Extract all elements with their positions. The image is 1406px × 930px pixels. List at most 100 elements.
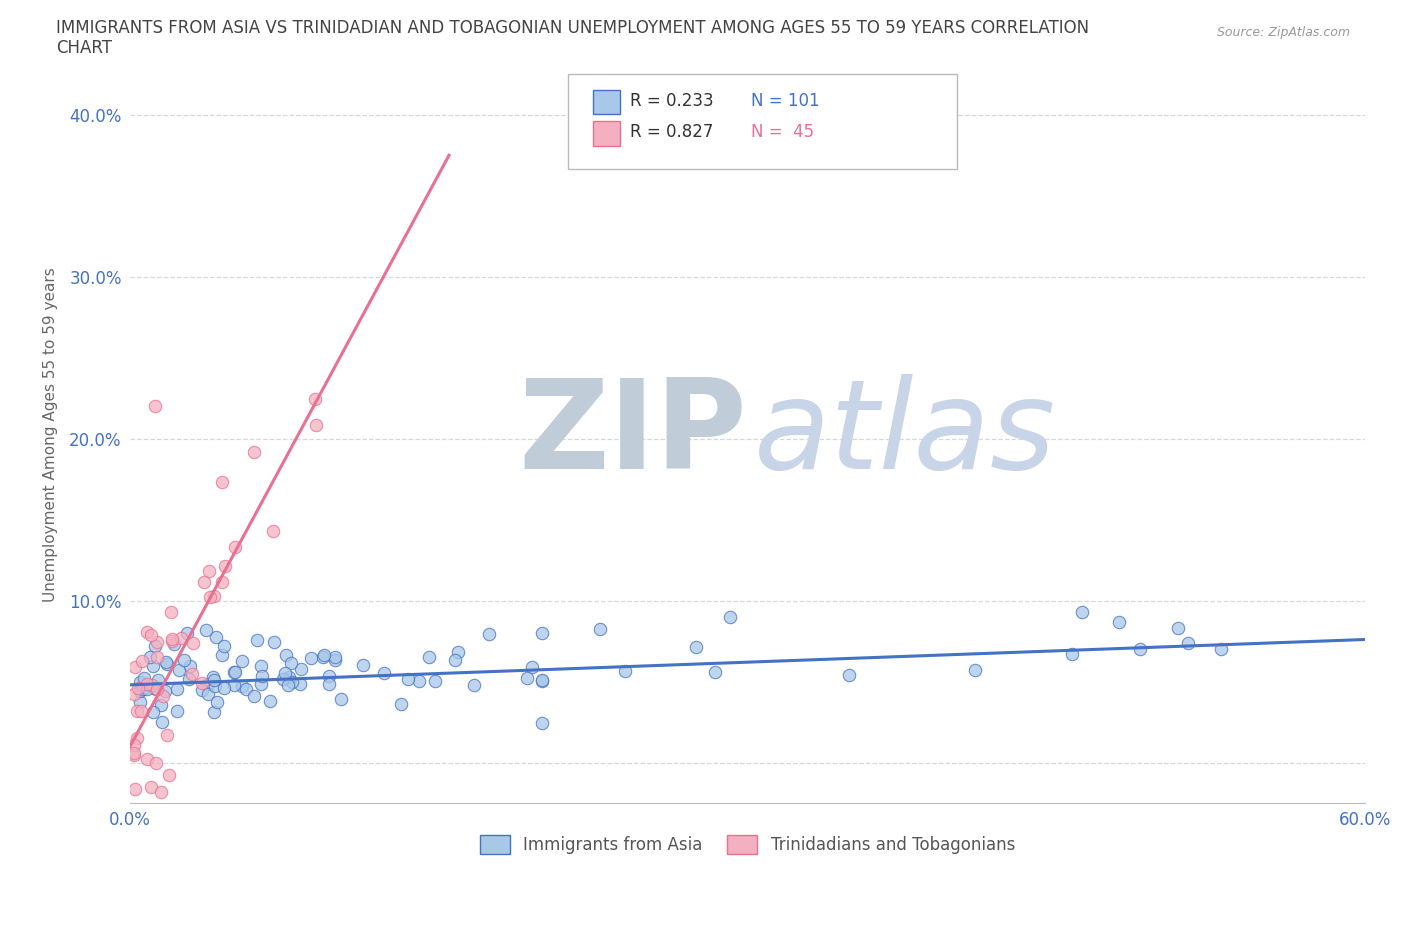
Point xyxy=(1108,615,1130,630)
Point xyxy=(250,676,273,691)
Point xyxy=(323,649,346,664)
Point xyxy=(1167,620,1189,635)
Point xyxy=(718,609,741,624)
Point xyxy=(204,679,226,694)
Point xyxy=(704,664,727,679)
Point xyxy=(318,677,340,692)
Point xyxy=(131,654,153,669)
Point xyxy=(305,418,328,432)
Text: CHART: CHART xyxy=(56,39,112,57)
Point xyxy=(274,666,297,681)
Point xyxy=(143,638,166,653)
Point xyxy=(142,658,165,673)
Point xyxy=(170,631,193,645)
Point xyxy=(423,673,446,688)
Point xyxy=(149,784,172,799)
Point xyxy=(190,676,212,691)
Point xyxy=(142,705,165,720)
Point xyxy=(136,624,159,639)
Point xyxy=(139,779,162,794)
FancyBboxPatch shape xyxy=(568,73,957,169)
Point xyxy=(271,671,294,686)
Point xyxy=(224,665,246,680)
Point xyxy=(1177,636,1199,651)
Point xyxy=(231,679,253,694)
Point xyxy=(418,650,440,665)
Point xyxy=(222,665,245,680)
Point xyxy=(211,648,233,663)
Point xyxy=(153,684,176,698)
Point xyxy=(242,445,264,459)
Point xyxy=(156,657,179,671)
Point xyxy=(152,689,174,704)
Point xyxy=(179,658,201,673)
Point xyxy=(124,659,146,674)
Point xyxy=(181,636,204,651)
Point xyxy=(177,671,200,686)
Point xyxy=(135,682,157,697)
Point xyxy=(516,671,538,685)
Point xyxy=(214,558,236,573)
Point xyxy=(205,695,228,710)
Point xyxy=(323,652,346,667)
Point xyxy=(132,671,155,685)
Point xyxy=(373,666,395,681)
Point xyxy=(160,604,183,619)
Point xyxy=(146,650,169,665)
Point xyxy=(243,688,266,703)
Point xyxy=(131,703,153,718)
Point xyxy=(176,626,198,641)
Point xyxy=(235,682,257,697)
Text: R = 0.827: R = 0.827 xyxy=(630,124,713,141)
Point xyxy=(280,675,302,690)
Point xyxy=(155,655,177,670)
Point xyxy=(530,626,553,641)
Point xyxy=(136,676,159,691)
Point xyxy=(408,673,430,688)
Point xyxy=(149,698,172,712)
Point xyxy=(312,649,335,664)
Point xyxy=(200,590,222,604)
Point xyxy=(211,475,233,490)
Point xyxy=(148,673,170,688)
Point xyxy=(180,667,202,682)
Point xyxy=(444,653,467,668)
Point xyxy=(318,669,340,684)
Point xyxy=(197,564,219,578)
Point xyxy=(122,737,145,752)
Point xyxy=(589,621,612,636)
Point xyxy=(250,658,273,673)
Bar xyxy=(593,122,620,146)
Point xyxy=(127,730,149,745)
Point xyxy=(520,659,543,674)
Point xyxy=(173,653,195,668)
Bar xyxy=(593,89,620,114)
Point xyxy=(122,745,145,760)
Text: N =  45: N = 45 xyxy=(751,124,814,141)
Point xyxy=(143,680,166,695)
Point xyxy=(352,658,374,672)
Point xyxy=(212,680,235,695)
Point xyxy=(129,682,152,697)
Point xyxy=(1060,647,1083,662)
Point xyxy=(141,678,163,693)
Point xyxy=(447,644,470,659)
Point xyxy=(145,682,167,697)
Point xyxy=(299,651,322,666)
Point xyxy=(145,755,167,770)
Point xyxy=(129,684,152,698)
Point xyxy=(146,634,169,649)
Text: ZIP: ZIP xyxy=(519,374,748,495)
Point xyxy=(122,686,145,701)
Point xyxy=(211,574,233,589)
Point xyxy=(204,672,226,687)
Point xyxy=(231,654,253,669)
Point xyxy=(193,575,215,590)
Point xyxy=(124,748,146,763)
Point xyxy=(166,682,188,697)
Point xyxy=(125,704,148,719)
Point xyxy=(124,781,146,796)
Point xyxy=(129,695,152,710)
Point xyxy=(197,676,219,691)
Point xyxy=(167,663,190,678)
